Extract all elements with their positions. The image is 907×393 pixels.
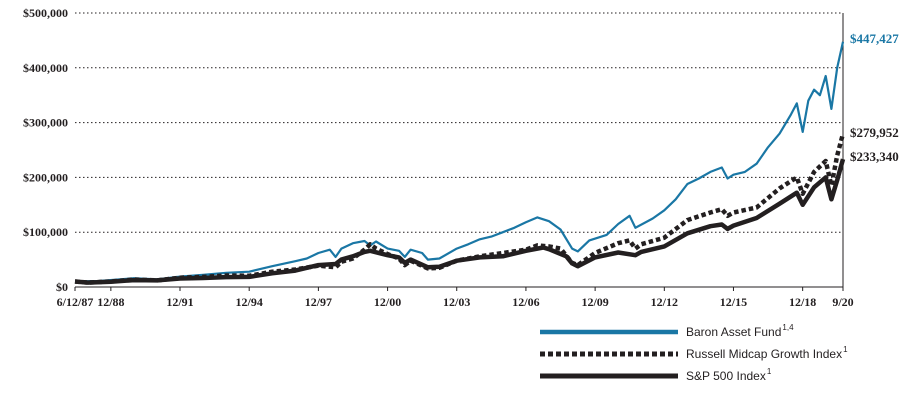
x-tick-label: 12/94: [236, 295, 263, 309]
x-tick-label: 12/18: [789, 295, 816, 309]
x-axis-tick-labels: 6/12/87 12/88 12/91 12/94 12/97 12/00 12/03 12/…: [57, 287, 854, 309]
y-tick-label: $300,000: [23, 116, 68, 130]
gridlines: [75, 12, 844, 288]
x-tick-label: 12/00: [374, 295, 401, 309]
legend-superscript: 1: [767, 367, 772, 376]
end-value-labels: $447,427 $279,952 $233,340: [850, 31, 899, 164]
series-lines: [74, 41, 846, 285]
y-tick-label: $0: [56, 280, 68, 294]
x-tick-label: 12/06: [512, 295, 539, 309]
end-label-s-p-500-index: $233,340: [850, 149, 899, 164]
x-tick-label: 12/91: [166, 295, 193, 309]
y-tick-label: $400,000: [23, 61, 68, 75]
y-axis-tick-labels: $0 $100,000 $200,000 $300,000 $400,000 $500,0…: [23, 6, 68, 294]
x-tick-label: 12/12: [651, 295, 678, 309]
x-tick-label: 6/12/87: [57, 295, 94, 309]
end-label-russell-midcap-growth-index: $279,952: [850, 125, 899, 140]
legend-superscript: 1,4: [782, 323, 794, 332]
x-tick-label: 12/15: [720, 295, 747, 309]
legend-label-baron-asset-fund: Baron Asset Fund: [686, 325, 781, 339]
y-tick-label: $200,000: [23, 170, 68, 184]
legend: Baron Asset Fund 1,4 Russell Midcap Growth…: [540, 323, 848, 383]
legend-label-russell-midcap-growth-index: Russell Midcap Growth Index: [686, 347, 842, 361]
y-tick-label: $100,000: [23, 225, 68, 239]
end-label-baron-asset-fund: $447,427: [850, 31, 899, 46]
legend-label-s-p-500-index: S&P 500 Index: [686, 369, 766, 383]
x-tick-label: 12/88: [97, 295, 124, 309]
series-line-baron-asset-fund: [74, 41, 845, 283]
series-line-s-p-500-index: [74, 158, 846, 285]
y-tick-label: $500,000: [23, 6, 68, 20]
x-tick-label: 9/20: [832, 295, 853, 309]
legend-superscript: 1: [843, 345, 848, 354]
x-tick-label: 12/09: [581, 295, 608, 309]
x-tick-label: 12/97: [305, 295, 332, 309]
x-tick-label: 12/03: [443, 295, 470, 309]
